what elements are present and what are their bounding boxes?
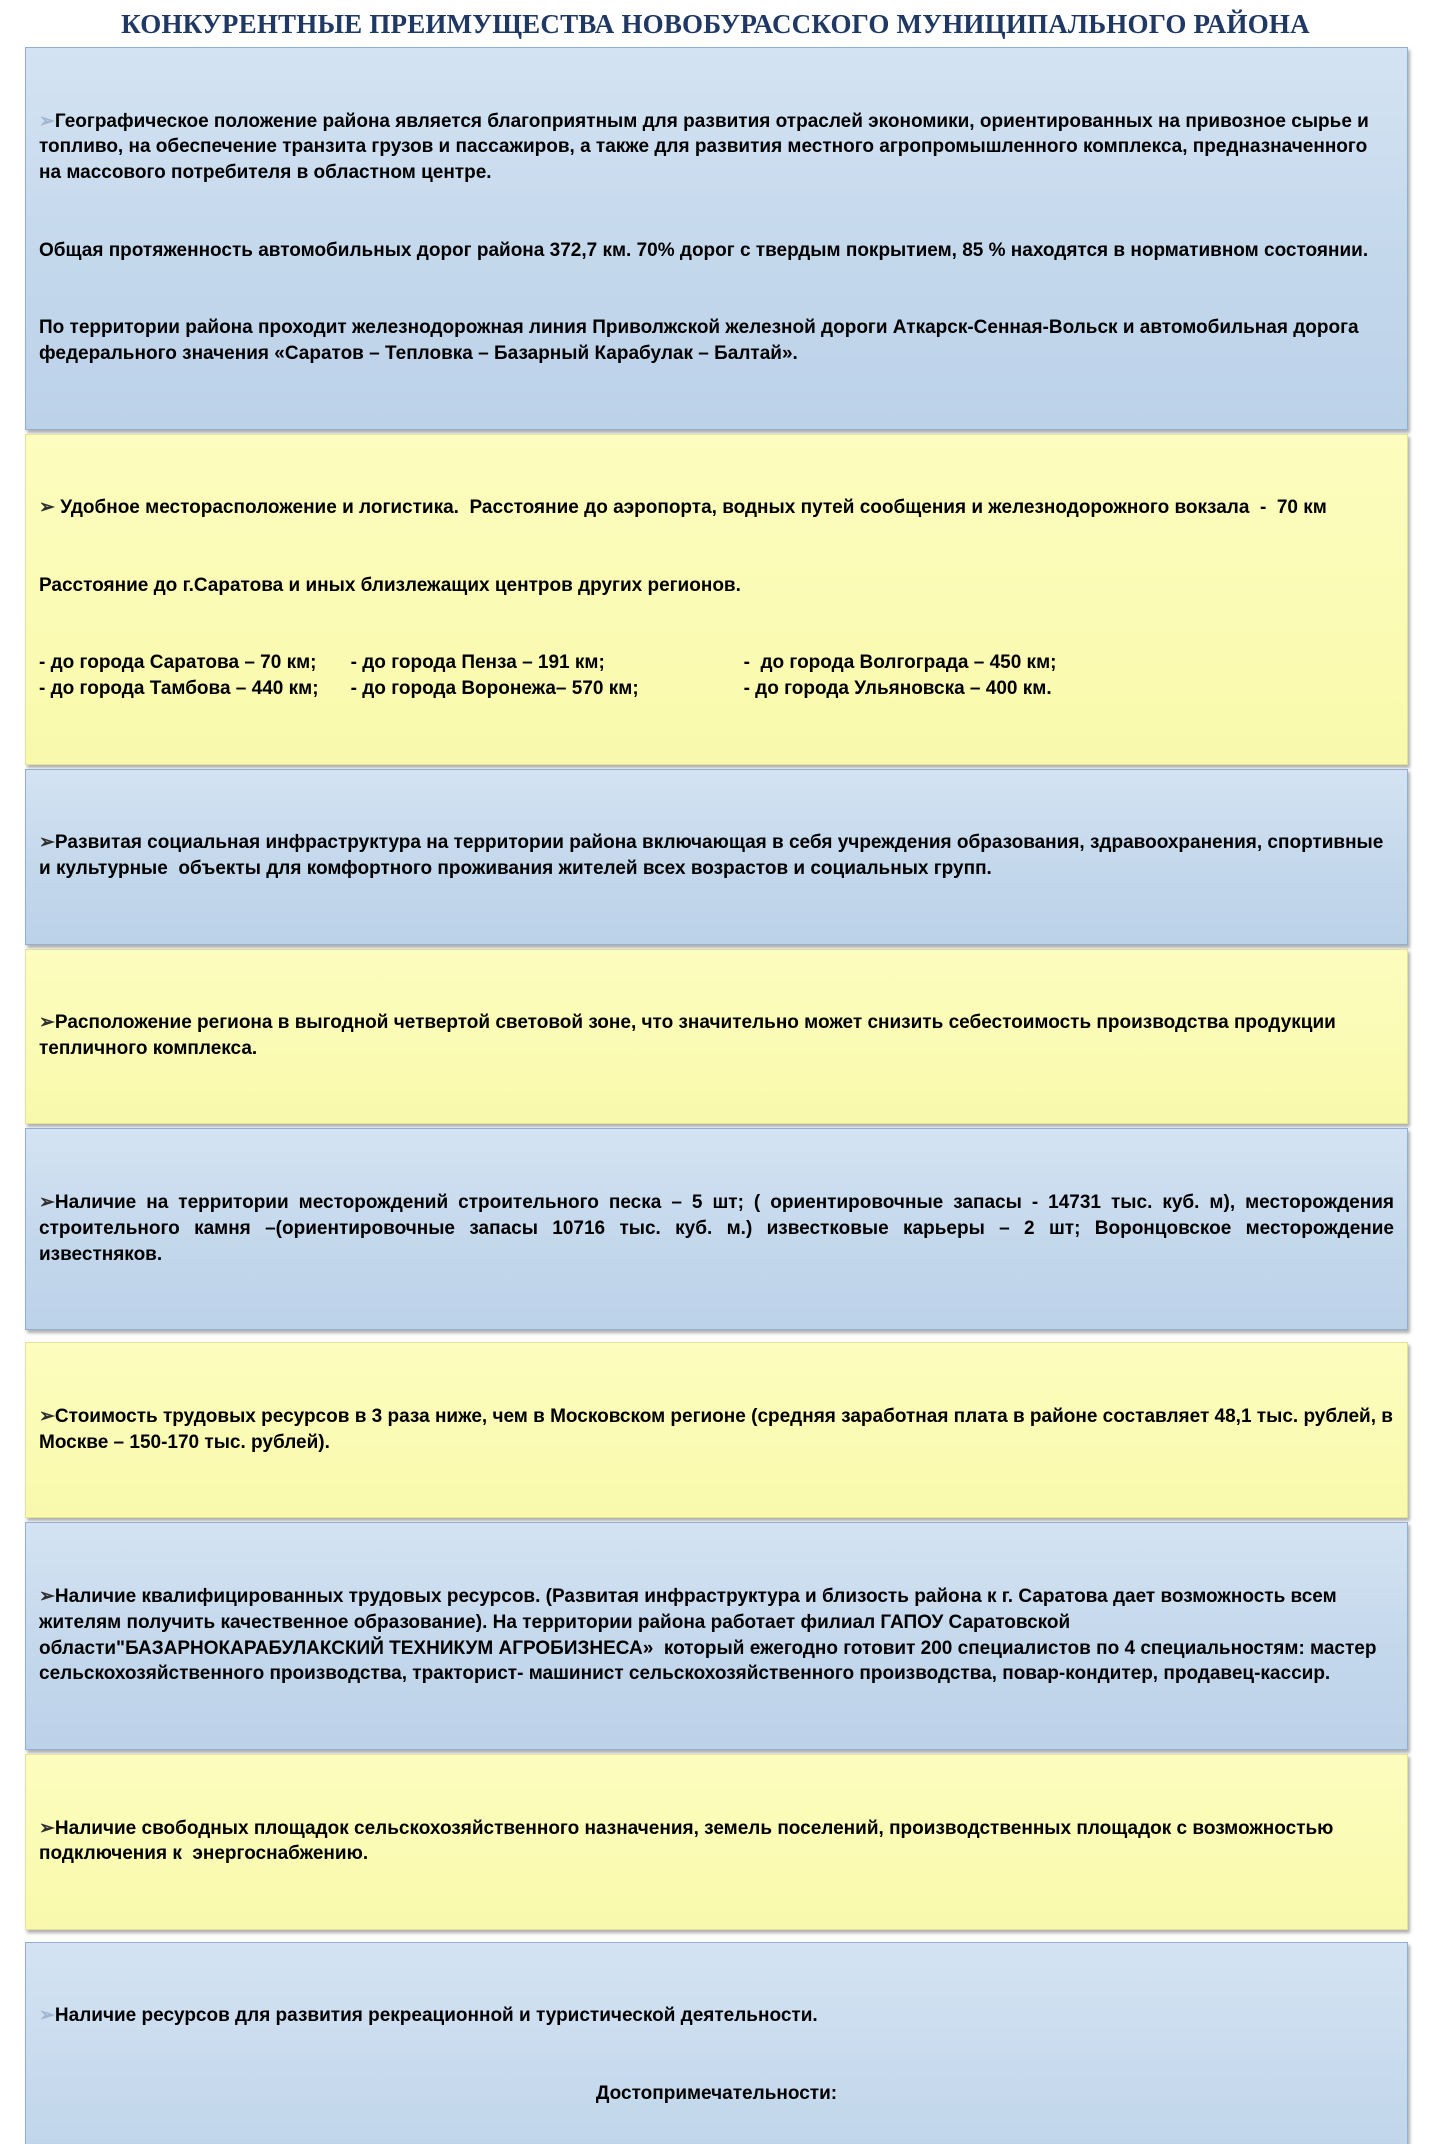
tourism-text: Наличие ресурсов для развития рекреацион…: [54, 2005, 818, 2027]
free-sites-text: Наличие свободных площадок сельскохозяйс…: [39, 1817, 1339, 1865]
arrow-bullet-icon: ➢: [39, 1817, 55, 1839]
labor-cost-text: Стоимость трудовых ресурсов в 3 раза ниж…: [39, 1405, 1399, 1453]
qualified-labor-text: Наличие квалифицированных трудовых ресур…: [39, 1585, 1382, 1685]
distance-volgograd: - до города Волгограда – 450 км;: [743, 652, 1057, 674]
minerals-text: Наличие на территории месторождений стро…: [39, 1192, 1400, 1265]
geography-text-3: По территории района проходит железнодор…: [39, 317, 1364, 365]
arrow-bullet-icon: ➢: [39, 1585, 55, 1607]
arrow-bullet-icon: ➢: [39, 497, 55, 519]
light-zone-text: Расположение региона в выгодной четверто…: [39, 1012, 1342, 1059]
arrow-bullet-icon: ➢: [39, 1405, 55, 1427]
arrow-bullet-icon: ➢: [39, 1192, 55, 1214]
slide: КОНКУРЕНТНЫЕ ПРЕИМУЩЕСТВА НОВОБУРАССКОГО…: [0, 9, 1431, 2144]
arrow-bullet-icon: ➢: [39, 110, 55, 132]
paragraph: ➢Наличие свободных площадок сельскохозяй…: [39, 1816, 1394, 1868]
distance-saratov: - до города Саратова – 70 км;: [39, 652, 317, 674]
tourism-subtitle: Достопримечательности:: [595, 2082, 838, 2104]
distance-ulyanovsk: - до города Ульяновска – 400 км.: [743, 678, 1052, 700]
paragraph: ➢Наличие на территории месторождений стр…: [39, 1190, 1394, 1267]
arrow-bullet-icon: ➢: [39, 832, 55, 854]
box-minerals: ➢Наличие на территории месторождений стр…: [25, 1128, 1408, 1331]
geography-text-2: Общая протяженность автомобильных дорог …: [39, 239, 1369, 261]
paragraph: ➢ Удобное месторасположение и логистика.…: [39, 495, 1394, 521]
distance-penza: - до города Пенза – 191 км;: [350, 652, 605, 674]
distance-tambov: - до города Тамбова – 440 км;: [39, 678, 319, 700]
logistics-text-2: Расстояние до г.Саратова и иных близлежа…: [39, 574, 741, 596]
box-logistics: ➢ Удобное месторасположение и логистика.…: [25, 433, 1408, 765]
distance-voronezh: - до города Воронежа– 570 км;: [350, 678, 639, 700]
box-geography: ➢Географическое положение района являетс…: [25, 47, 1408, 430]
box-social-infrastructure: ➢Развитая социальная инфраструктура на т…: [25, 768, 1408, 945]
paragraph: ➢Стоимость трудовых ресурсов в 3 раза ни…: [39, 1404, 1394, 1456]
social-text: Развитая социальная инфраструктура на те…: [39, 832, 1389, 880]
paragraph: ➢Расположение региона в выгодной четверт…: [39, 1010, 1394, 1062]
page-title: КОНКУРЕНТНЫЕ ПРЕИМУЩЕСТВА НОВОБУРАССКОГО…: [121, 9, 1310, 39]
box-free-sites: ➢Наличие свободных площадок сельскохозяй…: [25, 1753, 1408, 1930]
distance-table: - до города Саратова – 70 км; - до город…: [39, 650, 1394, 702]
logistics-text-1: Удобное месторасположение и логистика. Р…: [54, 497, 1327, 519]
paragraph: ➢Наличие ресурсов для развития рекреацио…: [39, 2003, 1394, 2029]
paragraph: ➢Развитая социальная инфраструктура на т…: [39, 830, 1394, 882]
arrow-bullet-icon: ➢: [39, 1012, 55, 1034]
paragraph: ➢Географическое положение района являетс…: [39, 109, 1394, 186]
arrow-bullet-icon: ➢: [39, 2005, 55, 2027]
box-labor-cost: ➢Стоимость трудовых ресурсов в 3 раза ни…: [25, 1342, 1408, 1519]
geography-text-1: Географическое положение района является…: [39, 110, 1375, 184]
box-qualified-labor: ➢Наличие квалифицированных трудовых ресу…: [25, 1522, 1408, 1750]
paragraph: ➢Наличие квалифицированных трудовых ресу…: [39, 1584, 1394, 1687]
box-tourism: ➢Наличие ресурсов для развития рекреацио…: [25, 1941, 1408, 2144]
box-light-zone: ➢Расположение региона в выгодной четверт…: [25, 948, 1408, 1125]
